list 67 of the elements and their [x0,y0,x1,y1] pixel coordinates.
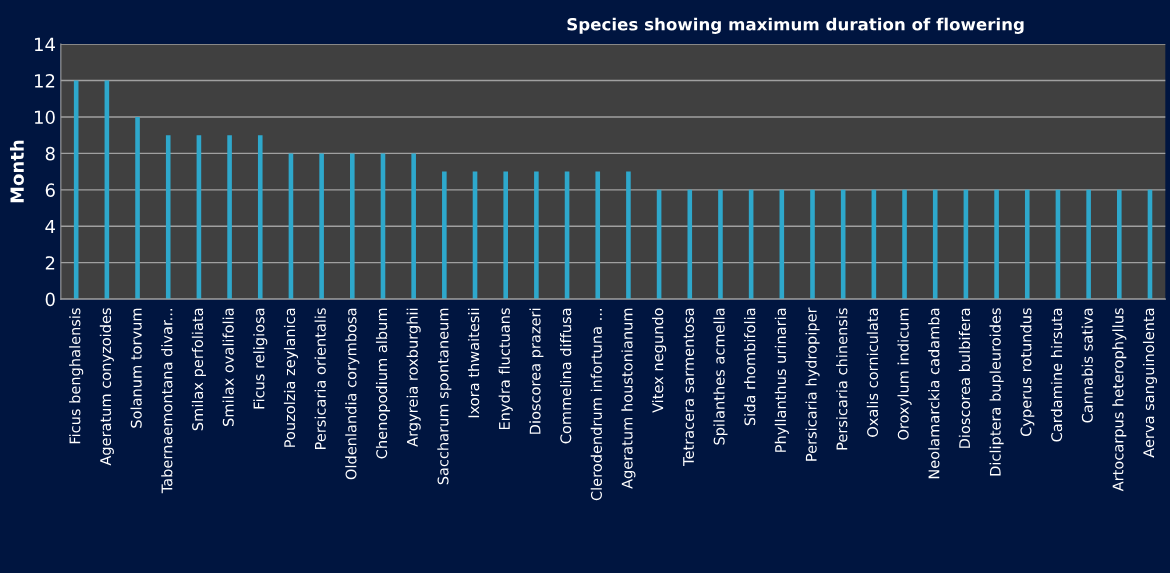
bar [350,153,355,300]
x-tick-label: Pouzolzia zeylanica [283,308,298,447]
y-axis-title: Month [9,140,24,203]
y-tick-label: 8 [45,146,55,161]
x-tick-label: Persicaria hydropiper [805,307,820,461]
x-tick-label: Persicaria chinensis [836,308,848,450]
x-tick-label: Spilanthes acmella [713,308,728,445]
bar [165,135,171,300]
bar [902,189,907,300]
x-tick-label: Sida rhombifolia [744,308,756,426]
x-tick-label: Chenopodium album [375,308,391,459]
x-tick-label: Dicliptera bupleuroides [989,308,1004,476]
x-tick-label: Ixora thwaitesii [467,308,480,418]
y-tick-label: 14 [34,37,55,51]
x-tick-label: Enydra fluctuans [498,308,513,430]
bar [319,153,324,300]
x-tick-label: Saccharum spontaneum [437,308,452,485]
x-tick-label: Clerodendrum infortuna ... [590,309,602,501]
bar [135,116,140,300]
bar [1024,189,1030,300]
bar [411,153,416,300]
x-tick-label: Ageratum houstonianum [621,308,636,489]
bar [994,189,999,300]
x-tick-label: Ficus religiosa [253,308,268,409]
y-tick-label: 10 [34,110,55,125]
bar [227,135,232,300]
bar [534,171,539,300]
x-tick-label: Dioscorea prazeri [529,308,544,434]
x-tick-label: Cyperus rotundus [1020,308,1035,437]
bar [257,135,263,300]
chart-title: Species showing maximum duration of flowering [567,17,1024,34]
bar [718,189,723,300]
x-tick-label: Ficus benghalensis [69,308,84,444]
x-tick-label: Commelina diffusa [560,308,572,444]
x-tick-label: Neolamarckia cadamba [928,308,940,479]
x-tick-label: Tetracera sarmentosa [683,308,695,466]
y-tick-label: 2 [45,256,55,270]
x-tick-label: Smilax ovalifolia [222,308,234,426]
x-tick-label: Tabernaemontana divar... [161,309,173,494]
bar [932,189,938,300]
x-tick-label: Aerva sanguinolenta [1142,308,1158,458]
x-tick-label: Solanum torvum [130,308,142,428]
x-tick-label: Cardamine hirsuta [1050,308,1063,442]
bar [687,189,693,300]
x-tick-label: Vitex negundo [652,308,667,413]
x-tick-label: Persicaria orientalis [314,308,326,449]
bar [626,171,631,300]
bar [810,189,815,300]
x-tick-label: Artocarpus heterophyllus [1112,308,1127,492]
x-tick-label: Phyllanthus urinaria [774,308,789,452]
x-tick-label: Oxalis corniculata [866,308,879,437]
bar [595,171,601,300]
x-tick-label: Dioscorea bulbifera [958,308,971,448]
bar [503,171,508,300]
y-tick-label: 6 [45,183,55,197]
x-tick-label: Cannabis sativa [1081,308,1093,423]
bar [442,171,447,300]
x-tick-label: Oroxylum indicum [897,308,912,440]
y-tick-label: 12 [34,74,55,88]
y-tick-label: 4 [45,219,55,234]
x-tick-label: Ageratum conyzoides [99,308,114,466]
y-tick-label: 0 [45,292,55,307]
bar [1086,189,1091,300]
x-tick-label: Smilax perfoliata [191,308,206,431]
x-tick-label: Argyreia roxburghii [406,308,421,447]
bar [1117,189,1122,300]
x-tick-label: Oldenlandia corymbosa [345,308,360,480]
